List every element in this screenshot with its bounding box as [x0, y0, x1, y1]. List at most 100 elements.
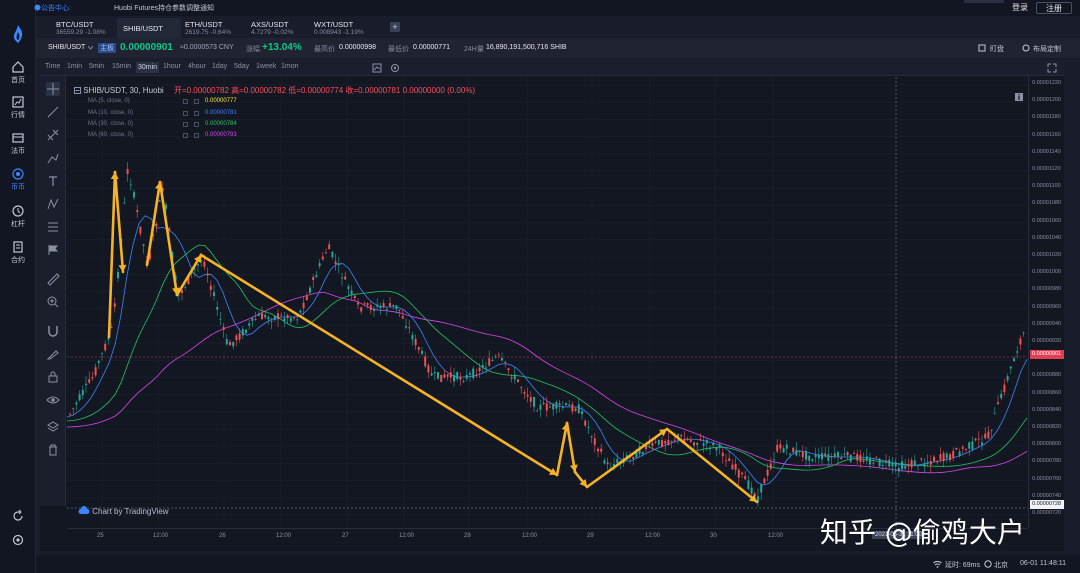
- trash-icon[interactable]: [46, 443, 60, 457]
- ma-close-toggle[interactable]: [194, 133, 199, 138]
- nav-margin[interactable]: 杠杆: [0, 204, 36, 234]
- tf-1min[interactable]: 1min: [67, 63, 83, 70]
- candle-body: [94, 367, 97, 376]
- candle-body: [760, 484, 763, 493]
- tf-time[interactable]: Time: [45, 63, 61, 70]
- add-pair-button[interactable]: +: [390, 22, 400, 32]
- candle-body: [814, 454, 817, 458]
- candle-body: [158, 200, 161, 202]
- text-tool-icon[interactable]: [46, 174, 60, 188]
- price-axis-tick: 0.00000800: [1032, 441, 1062, 448]
- candle-body: [491, 360, 494, 361]
- nav-markets[interactable]: 行情: [0, 95, 36, 125]
- candle-body: [414, 338, 417, 346]
- pair-tab-shib[interactable]: SHIB/USDT: [117, 18, 181, 38]
- ma-visibility-toggle[interactable]: [183, 122, 188, 127]
- layers-icon[interactable]: [46, 420, 60, 434]
- candle-body: [315, 275, 318, 278]
- pin-watch-button[interactable]: 盯盘: [990, 46, 1004, 53]
- annotation-line: [665, 427, 759, 504]
- candle-body: [529, 396, 532, 402]
- nav-fiat[interactable]: 法币: [0, 131, 36, 161]
- ma10-path: [67, 215, 1028, 486]
- pitchfork-tool-icon[interactable]: [46, 128, 60, 142]
- huobi-logo-icon[interactable]: [10, 24, 26, 44]
- tf-1hour[interactable]: 1hour: [163, 63, 181, 70]
- refresh-icon[interactable]: [11, 509, 25, 523]
- candle-body: [878, 458, 881, 467]
- tf-1week[interactable]: 1week: [256, 63, 277, 70]
- candle-body: [325, 252, 327, 254]
- tf-5day[interactable]: 5day: [234, 63, 250, 70]
- candle-body: [248, 323, 251, 326]
- time-axis[interactable]: 25 12:00 26 12:00 27 12:00 28 12:00 29 12:00 30 12:…: [67, 528, 1028, 544]
- candle-body: [613, 464, 615, 468]
- draw-mode-icon[interactable]: [46, 347, 60, 361]
- candle-body: [309, 287, 311, 293]
- ma-visibility-toggle[interactable]: [183, 133, 188, 138]
- candle-body: [773, 459, 775, 461]
- price-axis[interactable]: 0.00001220 0.00001200 0.00001180 0.00001160…: [1028, 76, 1064, 528]
- trend-line-tool-icon[interactable]: [46, 105, 60, 119]
- candle-body: [545, 403, 548, 411]
- tf-1mon[interactable]: 1mon: [281, 63, 299, 70]
- chart-settings-icon[interactable]: [390, 63, 400, 73]
- zoom-in-icon[interactable]: [46, 295, 60, 309]
- ma-close-toggle[interactable]: [194, 99, 199, 104]
- nav-spot[interactable]: 币币: [0, 167, 36, 197]
- candle-body: [363, 302, 366, 304]
- ma-label: MA (5, close, 0): [88, 98, 130, 104]
- flag-tool-icon[interactable]: [46, 243, 60, 257]
- candle-body: [427, 365, 430, 373]
- announcement-text[interactable]: Huobi Futures持仓参数调整通知: [114, 5, 214, 12]
- tf-5min[interactable]: 5min: [89, 63, 105, 70]
- register-button[interactable]: 注册: [1036, 2, 1072, 14]
- pair-tab-btc[interactable]: BTC/USDT 36559.29 -1.08%: [50, 18, 112, 38]
- pair-tab-change: -1.08%: [85, 29, 106, 36]
- ruler-tool-icon[interactable]: [46, 272, 60, 286]
- ma-close-toggle[interactable]: [194, 122, 199, 127]
- candle-body: [939, 454, 942, 460]
- pair-tab-eth[interactable]: ETH/USDT 2619.75 -0.64%: [179, 18, 237, 38]
- candle-body: [465, 374, 468, 379]
- pair-tab-axs[interactable]: AXS/USDT 4.7279 -0.02%: [245, 18, 299, 38]
- magnet-tool-icon[interactable]: [46, 324, 60, 338]
- nav-contract[interactable]: 合约: [0, 240, 36, 270]
- fib-tool-icon[interactable]: [46, 220, 60, 234]
- chevron-down-icon[interactable]: [88, 46, 93, 50]
- ma-visibility-toggle[interactable]: [183, 111, 188, 116]
- ticker-symbol[interactable]: SHIB/USDT: [48, 44, 86, 51]
- layout-custom-button[interactable]: 布局定制: [1033, 46, 1061, 53]
- crosshair-tool-icon[interactable]: [46, 82, 60, 96]
- pair-tab-wxt[interactable]: WXT/USDT 0.008943 -1.19%: [308, 18, 370, 38]
- tf-30min[interactable]: 30min: [136, 62, 160, 73]
- eye-icon[interactable]: [46, 393, 60, 407]
- candle-body: [433, 372, 436, 374]
- candle-body: [779, 444, 782, 449]
- candle-body: [379, 306, 382, 309]
- candle-body: [817, 454, 820, 459]
- tradingview-credit[interactable]: Chart by TradingView: [78, 506, 169, 520]
- ma-close-toggle[interactable]: [194, 111, 199, 116]
- nav-home[interactable]: 首页: [0, 60, 36, 90]
- collapse-icon[interactable]: [74, 87, 81, 94]
- tf-15min[interactable]: 15min: [112, 63, 132, 70]
- announcement-label[interactable]: 公告中心:: [41, 5, 71, 12]
- annotation-line: [145, 180, 162, 267]
- lock-icon[interactable]: [46, 370, 60, 384]
- settings-icon[interactable]: [11, 533, 25, 547]
- tf-4hour[interactable]: 4hour: [188, 63, 206, 70]
- ma-visibility-toggle[interactable]: [183, 99, 188, 104]
- zhihu-watermark: 知乎 @偷鸡大户: [820, 516, 1025, 549]
- fullscreen-icon[interactable]: [1047, 63, 1057, 73]
- indicator-icon[interactable]: [372, 63, 382, 73]
- candle-body: [129, 184, 132, 186]
- brush-tool-icon[interactable]: [46, 151, 60, 165]
- candlestick-plot[interactable]: [67, 77, 1028, 527]
- info-icon[interactable]: [1015, 93, 1023, 101]
- candle-body: [661, 440, 663, 447]
- tf-1day[interactable]: 1day: [212, 63, 228, 70]
- pattern-tool-icon[interactable]: [46, 197, 60, 211]
- candle-body: [225, 339, 228, 345]
- login-button[interactable]: 登录: [1012, 3, 1028, 12]
